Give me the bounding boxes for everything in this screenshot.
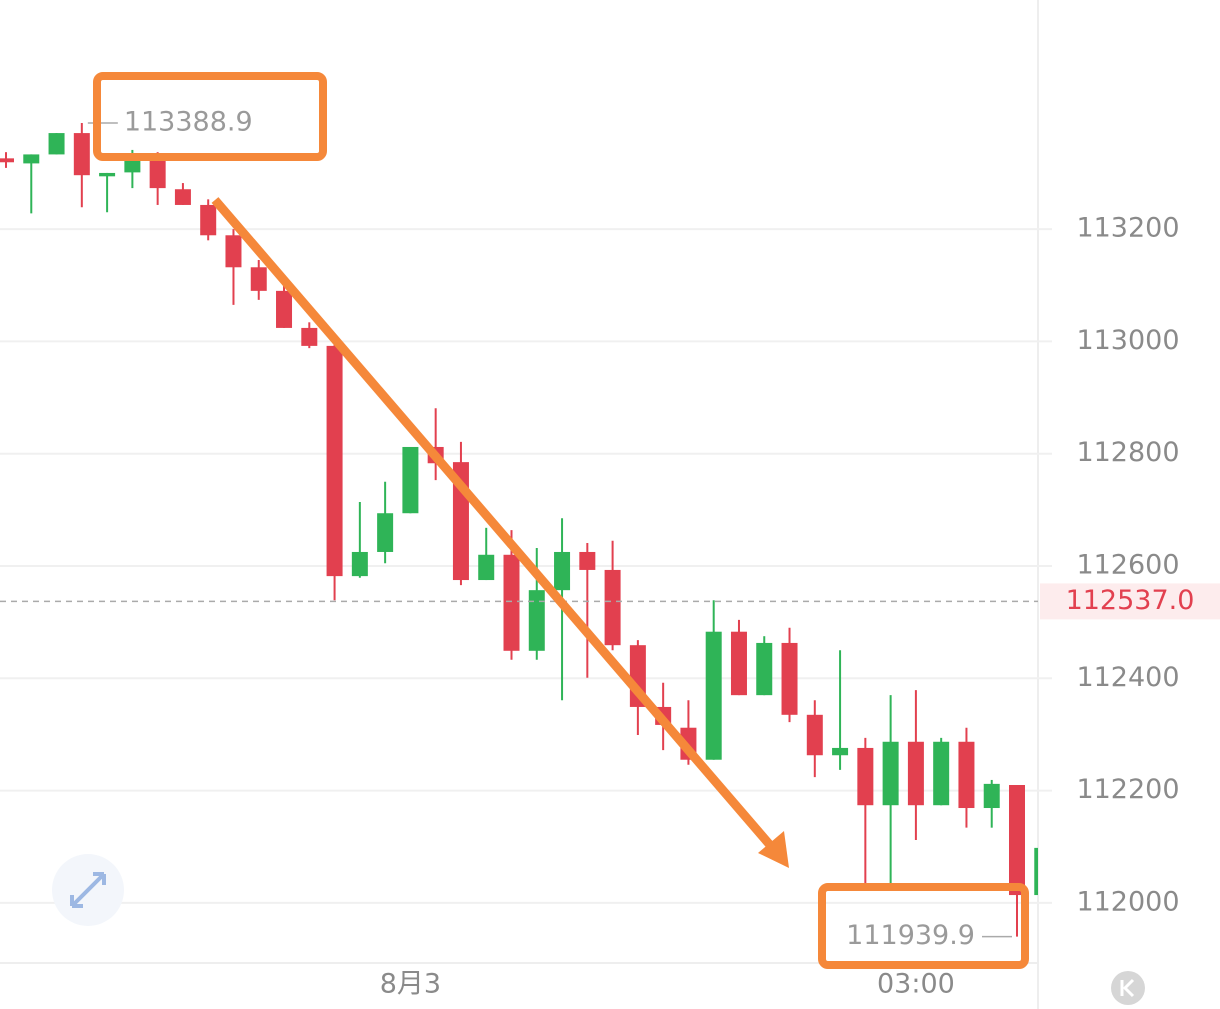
x-tick-label: 03:00: [877, 969, 955, 1000]
y-tick-label: 113000: [1076, 325, 1179, 356]
candle-body: [781, 642, 798, 715]
candle-body: [604, 569, 621, 646]
highlight-box: [818, 883, 1029, 969]
candle-body: [301, 327, 318, 346]
candle-body: [705, 631, 722, 760]
k-icon: [1120, 978, 1135, 998]
plot-area: [0, 123, 1038, 937]
candle-body: [73, 133, 90, 176]
overlay: 112537.0 113388.9 111939.9: [0, 107, 1220, 951]
candle-body: [1009, 784, 1025, 896]
candle-body: [377, 513, 394, 552]
candle-body: [579, 551, 596, 570]
k-button[interactable]: [1111, 971, 1145, 1005]
candle-body: [48, 133, 65, 155]
candle-body: [250, 267, 267, 291]
candle-body: [200, 204, 217, 236]
last-price-bg: [1040, 583, 1220, 620]
candle-body: [933, 741, 950, 806]
candle-body: [174, 189, 191, 205]
trend-arrow: [211, 197, 780, 855]
highlight-box: [93, 72, 327, 161]
candle-body: [983, 783, 1000, 809]
candle-body: [124, 160, 141, 173]
candle-body: [528, 590, 545, 651]
max-marker-label: 113388.9: [124, 107, 253, 138]
candle-body: [730, 631, 747, 696]
candle-body: [806, 714, 823, 756]
y-tick-label: 112000: [1076, 886, 1179, 917]
grid: 112000 112200 112400 112600 112800 113000 1132…: [0, 213, 1180, 917]
candle-body: [882, 741, 899, 806]
candle-body: [0, 158, 14, 163]
x-tick-label: 8月3: [380, 969, 441, 1000]
candle-body: [857, 747, 874, 806]
candle-body: [23, 154, 40, 164]
trend-arrow-head: [758, 831, 789, 868]
expand-icon: [70, 872, 106, 908]
candle-body: [554, 551, 571, 591]
y-tick-label: 113200: [1076, 213, 1179, 244]
candle-body: [326, 345, 343, 577]
last-price-label: 112537.0: [1066, 585, 1195, 616]
candle-body: [832, 747, 849, 756]
candle-body: [756, 642, 773, 696]
candle-body: [907, 741, 924, 806]
min-marker-label: 111939.9: [846, 920, 975, 951]
candle-body: [225, 235, 242, 268]
candle-body: [351, 551, 368, 577]
candle-body: [402, 446, 419, 514]
candle-body: [478, 554, 495, 581]
candle-body: [1034, 847, 1038, 896]
candle-body: [958, 741, 975, 809]
candle-body: [99, 172, 116, 177]
candle-body: [503, 554, 520, 651]
candle-body: [276, 290, 293, 328]
y-tick-label: 112400: [1076, 662, 1179, 693]
y-tick-label: 112800: [1076, 437, 1179, 468]
y-tick-label: 112200: [1076, 774, 1179, 805]
candle-body: [149, 160, 166, 189]
y-tick-label: 112600: [1076, 550, 1179, 581]
